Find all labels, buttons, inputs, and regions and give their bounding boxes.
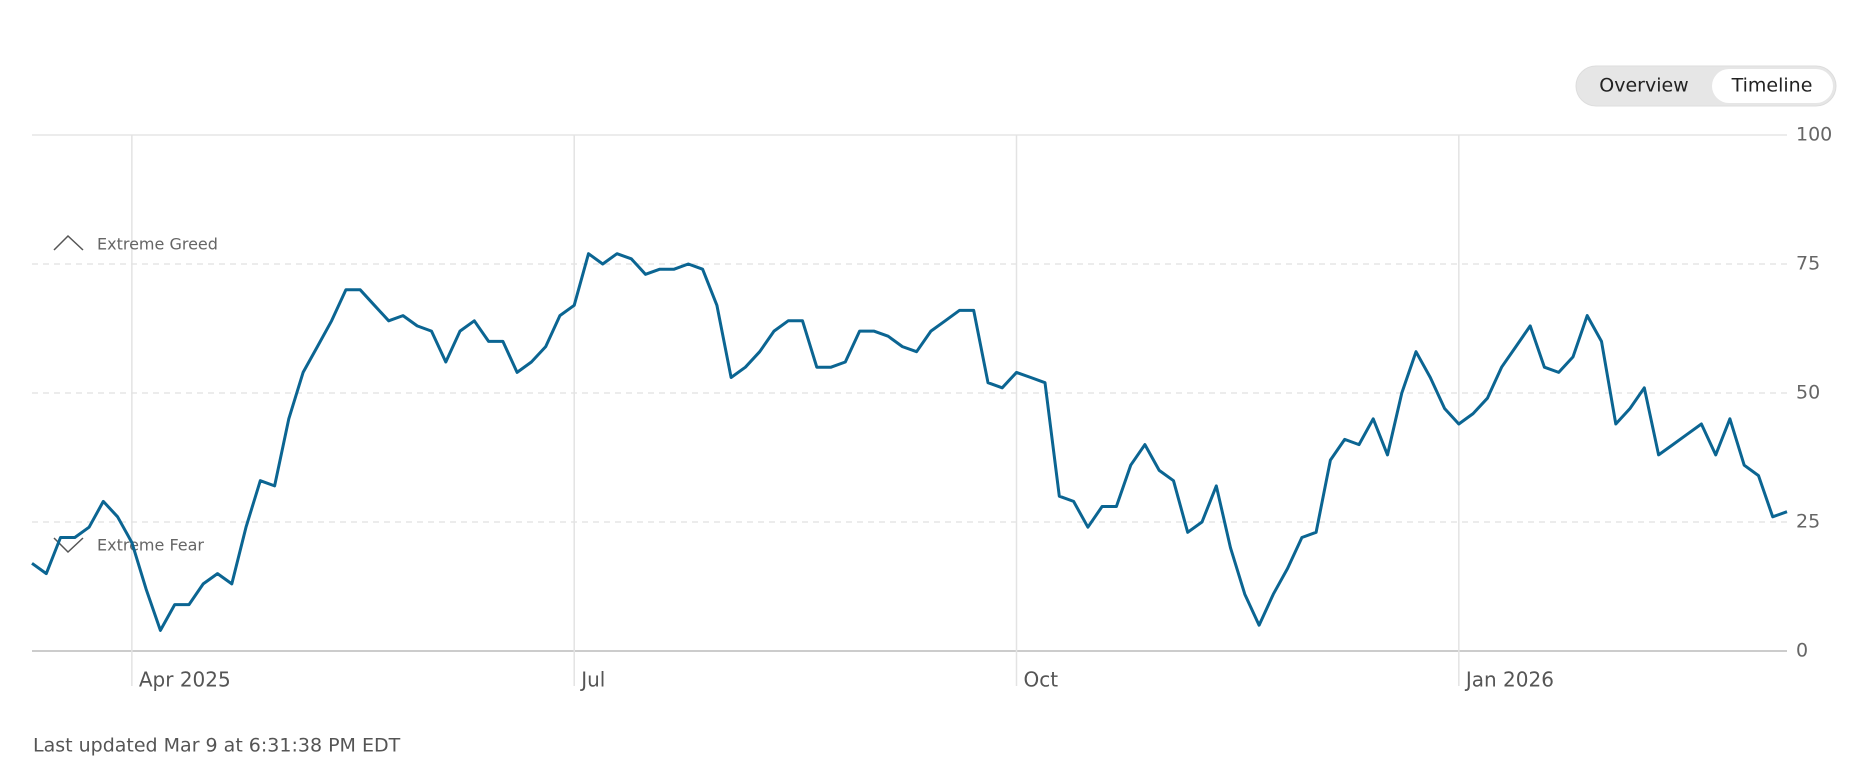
last-updated: Last updated Mar 9 at 6:31:38 PM EDT [33,735,401,757]
y-tick-label: 25 [1796,511,1820,533]
y-tick-label: 0 [1796,640,1808,662]
toggle-active [1712,69,1833,103]
plot [31,252,1788,632]
view-toggle: Overview Timeline [1575,65,1837,107]
overview-button[interactable]: Overview [1599,75,1688,97]
timeline-button[interactable]: Timeline [1731,75,1813,97]
y-tick-label: 75 [1796,253,1820,275]
annotation-label: Extreme Fear [97,536,204,555]
x-tick-label: Jan 2026 [1464,668,1554,692]
series-line [31,252,1788,632]
x-tick-label: Apr 2025 [139,668,231,692]
annotation-label: Extreme Greed [97,235,218,254]
x-tick-label: Oct [1024,668,1059,692]
x-tick-label: Jul [579,668,605,692]
y-tick-label: 100 [1796,124,1832,146]
greed-icon [53,234,84,251]
grid: 0 25 50 75 100 Apr 2025 Jul Oct Jan 2026 [32,124,1832,692]
y-tick-label: 50 [1796,382,1820,404]
annotation-greed: Extreme Greed [53,234,218,254]
